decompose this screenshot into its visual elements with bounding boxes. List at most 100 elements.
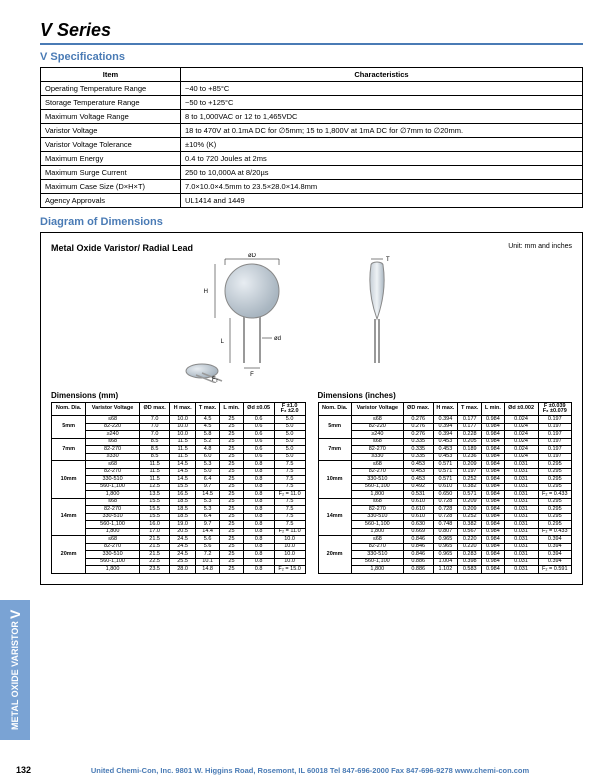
dim-cell: 18.5 <box>170 513 195 521</box>
dim-cell: 0.571 <box>433 468 458 476</box>
dim-cell: 0.984 <box>482 446 504 454</box>
dim-cell: 0.6 <box>243 416 274 424</box>
dim-cell: 18.5 <box>170 498 195 506</box>
dim-cell: 25 <box>220 551 243 559</box>
dim-cell: 0.984 <box>482 491 504 499</box>
dim-cell: 5.6 <box>195 536 220 544</box>
dim-cell: 7.0 <box>139 416 170 424</box>
dim-cell: 560-1,100 <box>351 483 403 491</box>
dim-cell: ≤68 <box>351 536 403 544</box>
label-F2: F₂ <box>212 377 219 383</box>
dim-cell: 0.031 <box>504 498 538 506</box>
dim-cell: 82-270 <box>351 506 403 514</box>
dim-cell: 0.295 <box>538 513 571 521</box>
dim-cell: 0.571 <box>433 461 458 469</box>
dim-cell: 0.031 <box>504 551 538 559</box>
dim-cell: 0.984 <box>482 543 504 551</box>
dim-cell: 5.3 <box>195 506 220 514</box>
dim-cell: 0.031 <box>504 528 538 536</box>
dim-cell: 24.5 <box>170 536 195 544</box>
dim-cell: 20.5 <box>170 528 195 536</box>
dim-cell: 4.8 <box>195 446 220 454</box>
spec-item: Agency Approvals <box>41 194 181 208</box>
dim-cell: 28.0 <box>170 566 195 574</box>
dim-cell: 7.5 <box>274 521 305 529</box>
dim-cell: F₂ = 0.591 <box>538 566 571 574</box>
dim-cell: 0.8 <box>243 461 274 469</box>
spec-item: Operating Temperature Range <box>41 82 181 96</box>
dim-cell: 0.984 <box>482 536 504 544</box>
spec-char: −50 to +125°C <box>181 96 583 110</box>
label-L: L <box>220 339 224 345</box>
dim-cell: 0.650 <box>433 491 458 499</box>
dim-cell: 0.398 <box>458 558 482 566</box>
dim-cell: 0.965 <box>433 543 458 551</box>
dim-cell: 10.0 <box>274 543 305 551</box>
dim-th: Ød ±0.002 <box>504 403 538 416</box>
dim-cell: ≤68 <box>86 461 140 469</box>
dim-cell: 25 <box>220 468 243 476</box>
dim-cell: 5.0 <box>195 468 220 476</box>
dim-cell: 0.220 <box>458 543 482 551</box>
dim-cell: 6.0 <box>195 453 220 461</box>
dim-cell: 0.984 <box>482 461 504 469</box>
dim-cell: 0.571 <box>458 491 482 499</box>
dim-th: F ±1.0F₂ ±2.0 <box>274 403 305 416</box>
dim-cell: 24.5 <box>170 551 195 559</box>
dim-cell: 1,800 <box>351 528 403 536</box>
dim-cell: ≤68 <box>86 536 140 544</box>
dim-cell: 330-510 <box>351 513 403 521</box>
dim-cell: 0.295 <box>538 521 571 529</box>
dim-cell: 0.197 <box>538 423 571 431</box>
page-number: 132 <box>10 765 37 775</box>
dim-cell: 0.8 <box>243 476 274 484</box>
dim-cell: 0.807 <box>433 528 458 536</box>
dim-th: H max. <box>433 403 458 416</box>
dim-cell: 8.5 <box>139 453 170 461</box>
dim-cell: 0.453 <box>403 468 433 476</box>
section-specs: V Specifications <box>40 51 583 63</box>
dim-cell: 0.886 <box>403 558 433 566</box>
dim-cell: 0.024 <box>504 431 538 439</box>
dim-cell: 0.610 <box>433 483 458 491</box>
dim-cell: 0.024 <box>504 438 538 446</box>
dim-cell: 15.5 <box>139 506 170 514</box>
dim-cell: 25 <box>220 438 243 446</box>
spec-char: 0.4 to 720 Joules at 2ms <box>181 152 583 166</box>
dim-cell: 0.197 <box>538 446 571 454</box>
dim-cell: F₂ = 11.0 <box>274 528 305 536</box>
dim-cell: 7.5 <box>274 476 305 484</box>
dim-cell: 0.394 <box>538 536 571 544</box>
dim-cell: 11.5 <box>170 446 195 454</box>
dim-cell: 1,800 <box>351 491 403 499</box>
dim-cell: 10.0 <box>274 551 305 559</box>
dim-cell: 1,800 <box>351 566 403 574</box>
series-title: V Series <box>40 20 583 45</box>
dim-cell: 1,800 <box>86 528 140 536</box>
dim-in-title: Dimensions (inches) <box>318 391 573 400</box>
dim-cell: 0.8 <box>243 528 274 536</box>
dim-cell: 0.984 <box>482 558 504 566</box>
spec-item: Storage Temperature Range <box>41 96 181 110</box>
dim-cell: F₂ = 11.0 <box>274 491 305 499</box>
dim-cell: 0.984 <box>482 423 504 431</box>
dim-cell: 0.209 <box>458 461 482 469</box>
dim-cell: 18.5 <box>170 506 195 514</box>
diagram-title: Metal Oxide Varistor/ Radial Lead <box>51 243 193 253</box>
dim-cell: 14.4 <box>195 528 220 536</box>
dim-cell: 0.394 <box>433 431 458 439</box>
spec-char: ±10% (K) <box>181 138 583 152</box>
dim-cell: 25 <box>220 521 243 529</box>
spec-char: 8 to 1,000VAC or 12 to 1,465VDC <box>181 110 583 124</box>
dim-cell: 25 <box>220 528 243 536</box>
dim-cell: 0.728 <box>433 513 458 521</box>
dim-cell: 0.031 <box>504 468 538 476</box>
dim-th: T max. <box>195 403 220 416</box>
dim-cell: 0.748 <box>433 521 458 529</box>
dim-cell: 14.5 <box>170 468 195 476</box>
dim-cell: 25 <box>220 558 243 566</box>
dim-cell: 0.220 <box>458 536 482 544</box>
dim-cell: 0.630 <box>403 521 433 529</box>
dim-cell: 16.5 <box>170 491 195 499</box>
dim-cell: 0.984 <box>482 566 504 574</box>
